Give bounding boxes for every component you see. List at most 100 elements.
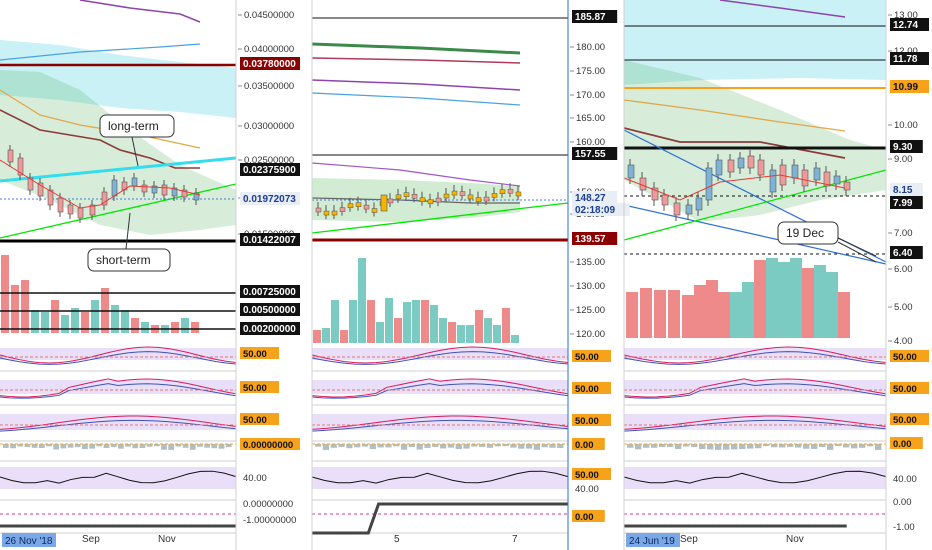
left-chart-panel[interactable]: long-term short-term Sep Nov 26 Nov '18 xyxy=(0,0,236,547)
candle-body xyxy=(323,210,330,216)
ma-violet xyxy=(312,162,521,187)
volume-bar xyxy=(475,310,483,343)
level-tag-bg xyxy=(240,303,300,316)
histogram-bar xyxy=(89,444,95,449)
x-axis-label: Sep xyxy=(82,534,100,545)
osc-tag: 50.00 xyxy=(575,384,599,395)
candle-body xyxy=(411,194,418,199)
candle-body xyxy=(475,197,482,202)
level-tag: 8.15 xyxy=(893,185,913,196)
osc-tag-bg xyxy=(572,510,605,522)
histogram-bar xyxy=(755,444,762,449)
level-tag-bg xyxy=(890,140,923,153)
volume-bar xyxy=(11,285,19,333)
level-tag-bg xyxy=(240,285,300,298)
histogram-bar xyxy=(168,444,175,450)
right-chart-panel[interactable]: 19 Dec Sep Nov 24 Jun '19 xyxy=(624,0,886,547)
osc-tag-bg xyxy=(890,382,929,394)
histogram-bar xyxy=(518,444,525,449)
volume-bar xyxy=(742,282,754,338)
volume-bar xyxy=(790,258,802,338)
candle-body xyxy=(737,157,745,169)
candle-body xyxy=(37,182,44,197)
histogram-bar xyxy=(479,444,486,447)
candle-body xyxy=(77,207,84,219)
histogram-bar xyxy=(31,444,38,448)
date-tag-bg xyxy=(2,533,56,547)
osc-band xyxy=(0,380,236,394)
histogram-bar xyxy=(315,444,322,447)
histogram-bar xyxy=(60,444,67,449)
ichimoku-cloud-upper xyxy=(0,40,236,118)
candle-body xyxy=(151,185,158,194)
candle-body xyxy=(747,155,755,169)
level-tag: 0.01422007 xyxy=(243,235,296,246)
downtrend-line xyxy=(624,204,886,265)
candle-body xyxy=(419,197,426,203)
histogram-bar xyxy=(486,444,494,448)
volume-bar xyxy=(421,300,429,343)
x-axis-label: 5 xyxy=(394,534,400,545)
level-tag-bg xyxy=(240,322,300,335)
annotation-pointer xyxy=(837,241,877,263)
volume-bar xyxy=(41,312,49,333)
volume-bar xyxy=(826,272,838,338)
date-tag-bg xyxy=(626,533,680,547)
osc-tag: 50.00 xyxy=(243,415,267,426)
annotation-short-term: short-term xyxy=(96,253,151,267)
volume-bar xyxy=(484,318,492,343)
osc-tag: 50.00 xyxy=(893,384,917,395)
candle-body xyxy=(483,196,490,202)
candle-body xyxy=(769,169,777,193)
volume-bar xyxy=(191,322,199,333)
level-tag-bg xyxy=(240,163,300,176)
level-tag-bg xyxy=(890,80,929,93)
histogram-bar xyxy=(463,444,470,449)
osc-line-fast xyxy=(624,378,886,398)
histogram-bar xyxy=(197,444,203,447)
level-tag-bg xyxy=(890,18,929,31)
osc-band xyxy=(624,467,886,489)
level-tag-bg xyxy=(890,196,923,209)
histogram-bar xyxy=(67,444,74,448)
ichimoku-cloud-upper xyxy=(624,0,886,85)
level-tag: 11.78 xyxy=(893,54,918,65)
osc-band xyxy=(0,467,236,489)
candle-body xyxy=(111,179,118,197)
osc-tag-bg xyxy=(572,468,611,480)
ma-blue xyxy=(312,92,521,106)
candle-body xyxy=(141,184,148,193)
volume-bar xyxy=(730,292,742,338)
osc-line-slow xyxy=(624,351,886,365)
histogram-bar xyxy=(525,444,533,449)
candle-body xyxy=(355,202,362,207)
volume-bar xyxy=(682,295,694,338)
candle-body xyxy=(89,204,96,216)
candle-body xyxy=(193,192,200,201)
candle-body xyxy=(843,181,851,191)
y-tick-label: 0.03000000 xyxy=(244,121,294,132)
volume-bar xyxy=(121,310,129,333)
volume-bar xyxy=(448,322,456,343)
candle-body xyxy=(833,175,841,185)
histogram-bar xyxy=(447,444,455,448)
level-tag-bg xyxy=(572,191,618,204)
annotation-pointer xyxy=(125,212,131,250)
candle-body xyxy=(499,189,506,194)
y-tick-label: 120.00 xyxy=(576,329,605,340)
histogram-bar xyxy=(182,444,189,448)
osc-tag: 50.00 xyxy=(243,383,267,394)
candle-body xyxy=(685,204,693,215)
histogram-bar xyxy=(699,444,706,450)
level-tag: 0.01972073 xyxy=(243,194,296,205)
histogram-bar xyxy=(455,444,462,450)
histogram-bar xyxy=(53,444,60,450)
osc-tag-bg xyxy=(572,382,611,394)
candle-body xyxy=(363,204,370,210)
histogram-bar xyxy=(510,444,517,448)
annotation-box xyxy=(777,221,839,245)
level-tag-bg xyxy=(572,232,618,245)
candle-body xyxy=(491,193,498,198)
